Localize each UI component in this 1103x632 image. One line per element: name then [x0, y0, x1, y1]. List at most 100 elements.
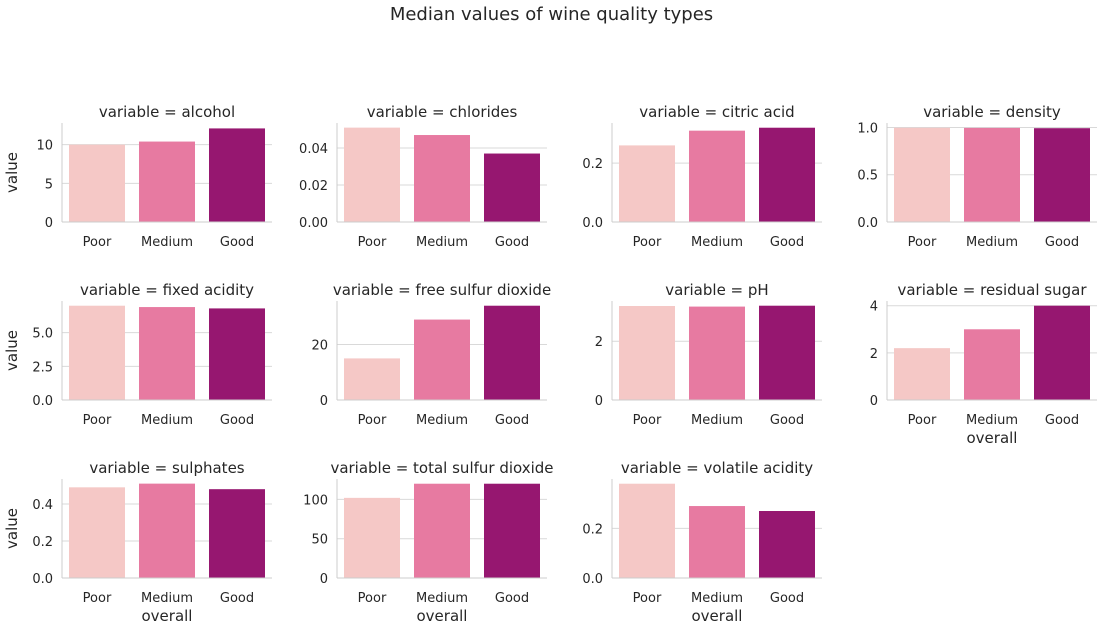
x-tick-label: Medium	[141, 413, 193, 428]
x-tick-label: Good	[1045, 413, 1079, 428]
y-tick-label: 0	[595, 394, 603, 409]
bar-poor	[894, 127, 950, 222]
x-tick-label: Good	[770, 413, 804, 428]
x-tick-label: Medium	[416, 413, 468, 428]
x-tick-label: Medium	[141, 235, 193, 250]
x-tick-label: Medium	[966, 413, 1018, 428]
bar-good	[484, 483, 540, 578]
y-tick-label: 5.0	[32, 327, 53, 342]
panel-title: variable = chlorides	[367, 103, 518, 121]
bar-good	[484, 153, 540, 222]
bar-medium	[689, 506, 745, 578]
x-tick-label: Poor	[83, 235, 112, 250]
bar-good	[484, 305, 540, 400]
x-tick-label: Good	[495, 235, 529, 250]
y-axis-label: value	[3, 330, 21, 371]
y-tick-label: 0.04	[299, 142, 328, 157]
bar-medium	[414, 319, 470, 400]
y-tick-label: 20	[311, 339, 328, 354]
x-axis-label: overall	[142, 607, 193, 625]
y-tick-label: 5	[45, 177, 53, 192]
y-tick-label: 0.0	[857, 216, 878, 231]
bar-good	[209, 489, 265, 578]
bar-poor	[344, 497, 400, 578]
bar-poor	[619, 483, 675, 578]
facet-panel: variable = density 0.0 0.5 1.0 Poor Medium Goo…	[857, 103, 1097, 250]
facet-panel: variable = chlorides 0.00 0.02 0.04 Poor Medi…	[299, 103, 547, 250]
bar-medium	[414, 135, 470, 222]
facet-panel: variable = citric acid 0.0 0.2 Poor Medium Go…	[582, 103, 822, 250]
x-axis-label: overall	[692, 607, 743, 625]
x-tick-label: Good	[1045, 235, 1079, 250]
x-tick-label: Good	[220, 413, 254, 428]
facet-panel: variable = fixed acidity 0.0 2.5 5.0 Poor Med…	[3, 281, 272, 428]
bar-poor	[619, 145, 675, 222]
facet-panel: variable = residual sugar 0 2 4 Poor Medium Go…	[870, 281, 1097, 447]
y-tick-label: 4	[870, 300, 878, 315]
panel-title: variable = citric acid	[639, 103, 794, 121]
x-tick-label: Medium	[141, 591, 193, 606]
x-tick-label: Medium	[691, 591, 743, 606]
y-tick-label: 2	[595, 335, 603, 350]
y-tick-label: 100	[303, 493, 328, 508]
bar-medium	[964, 127, 1020, 222]
x-tick-label: Poor	[908, 235, 937, 250]
bar-poor	[619, 305, 675, 400]
bar-medium	[139, 307, 195, 400]
facet-panel: variable = total sulfur dioxide 0 50 100 Poo…	[303, 459, 553, 625]
bar-medium	[689, 130, 745, 222]
x-tick-label: Good	[495, 591, 529, 606]
panel-title: variable = sulphates	[89, 459, 244, 477]
bar-poor	[344, 358, 400, 400]
y-tick-label: 0	[870, 394, 878, 409]
x-axis-label: overall	[417, 607, 468, 625]
y-axis-label: value	[3, 152, 21, 193]
y-tick-label: 0.0	[582, 572, 603, 587]
y-axis-label: value	[3, 508, 21, 549]
y-tick-label: 0.2	[32, 535, 53, 550]
x-tick-label: Medium	[966, 235, 1018, 250]
y-tick-label: 0.02	[299, 179, 328, 194]
bar-medium	[139, 141, 195, 222]
x-tick-label: Good	[495, 413, 529, 428]
x-axis-label: overall	[967, 429, 1018, 447]
panel-title: variable = alcohol	[99, 103, 235, 121]
x-tick-label: Good	[770, 235, 804, 250]
facet-panel: variable = free sulfur dioxide 0 20 Poor Med…	[311, 281, 551, 428]
y-tick-label: 50	[311, 533, 328, 548]
x-tick-label: Medium	[416, 591, 468, 606]
figure-title: Median values of wine quality types	[389, 4, 714, 25]
panel-title: variable = fixed acidity	[80, 281, 254, 299]
panel-title: variable = residual sugar	[897, 281, 1087, 299]
x-tick-label: Poor	[633, 235, 662, 250]
bar-good	[209, 308, 265, 400]
x-tick-label: Good	[220, 591, 254, 606]
bar-good	[759, 127, 815, 222]
x-tick-label: Poor	[358, 413, 387, 428]
x-tick-label: Poor	[633, 413, 662, 428]
y-tick-label: 0.00	[299, 216, 328, 231]
y-tick-label: 0.5	[857, 169, 878, 184]
x-tick-label: Medium	[691, 413, 743, 428]
panel-title: variable = pH	[665, 281, 768, 299]
x-tick-label: Medium	[691, 235, 743, 250]
facet-panel: variable = sulphates 0.0 0.2 0.4 Poor Medium G…	[3, 459, 272, 625]
y-tick-label: 0.2	[582, 157, 603, 172]
bar-medium	[139, 483, 195, 578]
x-tick-label: Good	[770, 591, 804, 606]
bar-poor	[344, 127, 400, 222]
bar-good	[1034, 128, 1090, 222]
x-tick-label: Poor	[83, 591, 112, 606]
y-tick-label: 0.0	[32, 572, 53, 587]
bar-good	[759, 305, 815, 400]
y-tick-label: 0.0	[32, 394, 53, 409]
y-tick-label: 2	[870, 347, 878, 362]
facet-panel: variable = pH 0 2 Poor Medium Good	[595, 281, 822, 428]
y-tick-label: 0	[320, 394, 328, 409]
y-tick-label: 0.4	[32, 498, 53, 513]
bar-medium	[689, 306, 745, 400]
bar-poor	[69, 305, 125, 400]
bar-poor	[69, 144, 125, 222]
bar-poor	[69, 487, 125, 578]
